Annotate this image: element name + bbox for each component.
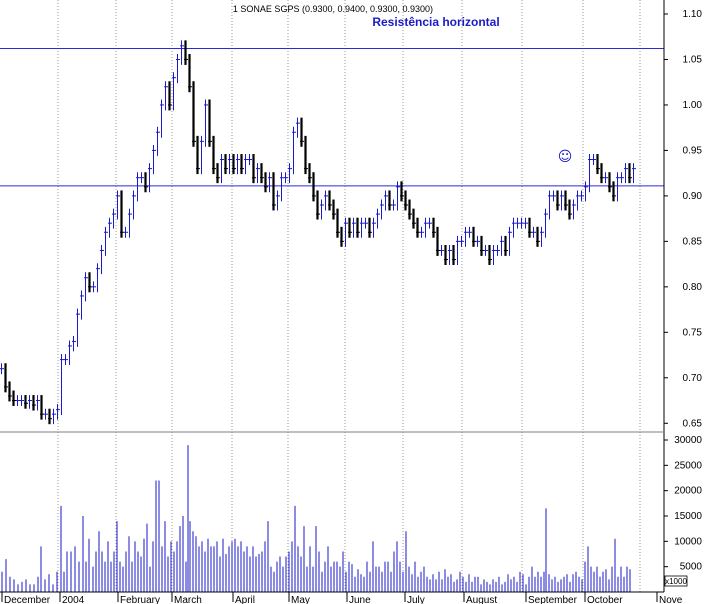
volume-tick-label: 25000 [674, 460, 702, 471]
price-tick-label: 0.75 [683, 327, 703, 338]
annotation-text: Resistência horizontal [372, 15, 499, 29]
volume-tick-label: 30000 [674, 435, 702, 446]
price-tick-label: 0.85 [683, 236, 703, 247]
price-tick-label: 1.00 [683, 100, 703, 111]
x-tick-label: October [587, 595, 623, 604]
price-tick-label: 0.70 [683, 373, 703, 384]
axes [0, 0, 665, 593]
price-tick-label: 0.95 [683, 145, 703, 156]
volume-bars [1, 445, 631, 592]
volume-tick-label: 5000 [680, 562, 703, 573]
smiley-icon: ☺ [558, 149, 573, 165]
resistance-lines [0, 48, 664, 187]
volume-tick-label: 20000 [674, 486, 702, 497]
chart-title: 1 SONAE SGPS (0.9300, 0.9400, 0.9300, 0.… [233, 4, 433, 14]
x-tick-label: August [466, 595, 497, 604]
x-tick-label: May [291, 595, 310, 604]
x-tick-label: March [174, 595, 202, 604]
x-tick-label: Nove [659, 595, 683, 604]
x-tick-label: July [407, 595, 425, 604]
x-tick-label: 2004 [62, 595, 85, 604]
volume-tick-label: 10000 [674, 536, 702, 547]
price-tick-label: 0.90 [683, 191, 703, 202]
x-tick-label: September [528, 595, 578, 604]
volume-unit-box [664, 575, 688, 587]
x-tick-label: June [349, 595, 371, 604]
x-tick-labels: December 2004 February March April May June Jul… [1, 592, 683, 604]
price-bars [0, 40, 636, 425]
price-tick-label: 0.80 [683, 282, 703, 293]
volume-tick-label: 15000 [674, 511, 702, 522]
volume-unit-label: x1000 [665, 577, 687, 586]
x-tick-label: December [4, 595, 51, 604]
x-tick-label: February [120, 595, 160, 604]
x-tick-label: April [235, 595, 255, 604]
price-tick-label: 1.05 [683, 54, 703, 65]
volume-tick-labels: 30000 25000 20000 15000 10000 5000 [664, 435, 702, 573]
price-tick-labels: 1.10 1.05 1.00 0.95 0.90 0.85 0.80 0.75 0.70 0.65 [664, 9, 702, 429]
price-tick-label: 1.10 [683, 9, 703, 20]
price-tick-label: 0.65 [683, 418, 703, 429]
